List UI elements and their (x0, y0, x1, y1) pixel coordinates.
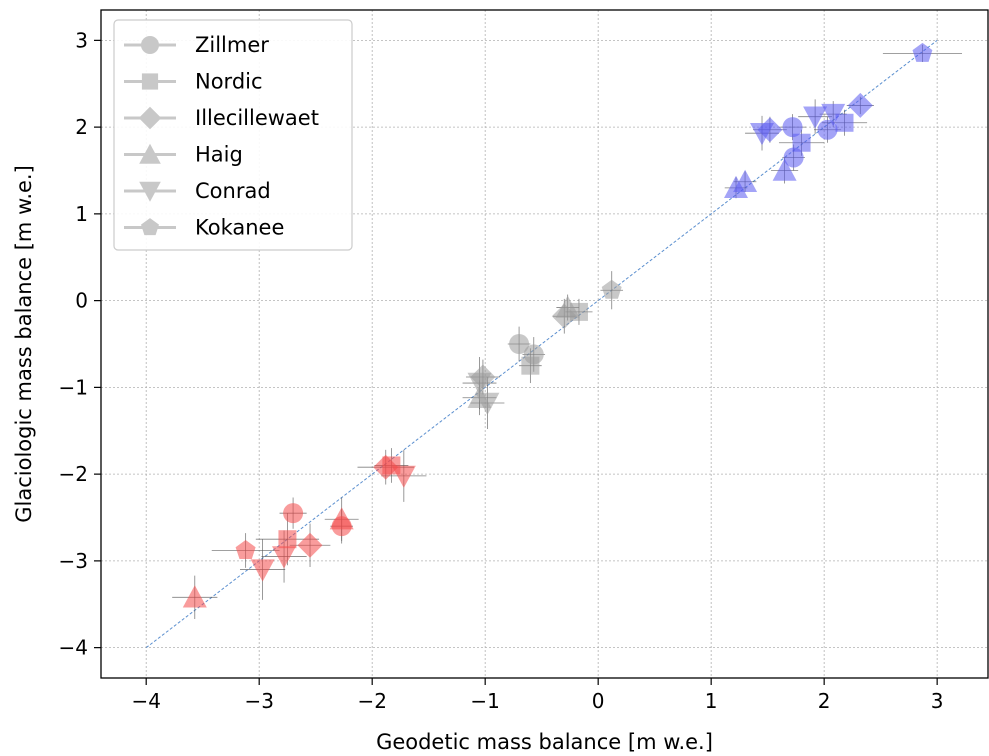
point-nordic-square (521, 356, 540, 375)
point-conrad-triangle-down (467, 372, 492, 395)
y-tick-label: −2 (59, 462, 88, 486)
legend-label: Conrad (195, 179, 271, 203)
point-zillmer-circle (283, 503, 304, 524)
point-haig-triangle-up (733, 169, 758, 192)
legend-entry-nordic: Nordic (124, 70, 263, 94)
x-axis-label: Geodetic mass balance [m w.e.] (376, 730, 713, 754)
y-tick-label: 2 (75, 115, 88, 139)
point-kokanee-pentagon (235, 540, 256, 559)
y-tick-label: 3 (75, 28, 88, 52)
x-tick-label: 0 (592, 689, 605, 713)
point-zillmer-circle (782, 117, 803, 138)
legend-label: Kokanee (195, 216, 284, 240)
point-nordic-square (835, 113, 854, 132)
point-illecillewaet-diamond (847, 92, 873, 118)
point-illecillewaet-diamond (373, 454, 399, 480)
y-tick-label: −3 (59, 549, 88, 573)
x-tick-label: −3 (244, 689, 273, 713)
x-tick-label: −4 (131, 689, 160, 713)
point-haig-triangle-up (555, 295, 580, 318)
data-markers (182, 42, 933, 608)
point-kokanee-pentagon (601, 279, 622, 299)
legend-entry-kokanee: Kokanee (124, 216, 284, 240)
y-tick-label: 1 (75, 202, 88, 226)
point-kokanee-pentagon (912, 42, 933, 62)
legend-marker-circle (141, 36, 159, 54)
y-axis-label: Glaciologic mass balance [m w.e.] (12, 165, 36, 523)
legend-label: Illecillewaet (195, 106, 319, 130)
legend-entry-zillmer: Zillmer (124, 33, 269, 57)
point-conrad-triangle-down (750, 123, 774, 146)
legend-label: Nordic (195, 70, 263, 94)
plot-frame (100, 9, 989, 679)
legend-entry-illecillewaet: Illecillewaet (124, 106, 319, 130)
y-tick-label: −4 (59, 636, 88, 660)
x-axis-ticks: −4 −3 −2 −1 0 1 2 3 (131, 678, 944, 713)
point-haig-triangle-up (329, 507, 354, 530)
legend-marker-triangle-up (139, 143, 161, 164)
legend-entry-conrad: Conrad (124, 179, 271, 203)
y-tick-label: −1 (59, 375, 88, 399)
x-tick-label: 1 (705, 689, 718, 713)
legend-marker-diamond (138, 106, 162, 130)
point-conrad-triangle-down (821, 103, 846, 127)
point-nordic-square (278, 530, 297, 549)
point-haig-triangle-up (772, 158, 797, 181)
legend-marker-triangle-down (139, 181, 161, 202)
legend-entry-haig: Haig (124, 143, 243, 167)
point-haig-triangle-up (182, 585, 207, 608)
point-nordic-square (792, 133, 811, 152)
legend-label: Zillmer (195, 33, 269, 57)
legend-label: Haig (195, 143, 243, 167)
x-tick-label: −2 (357, 689, 386, 713)
x-tick-label: 3 (931, 689, 944, 713)
legend: Zillmer Nordic Illecillewaet Haig Conrad Koka… (113, 19, 353, 251)
x-tick-label: 2 (818, 689, 831, 713)
y-tick-label: 0 (75, 289, 88, 313)
x-tick-label: −1 (470, 689, 499, 713)
point-conrad-triangle-down (475, 392, 500, 415)
legend-marker-pentagon (141, 218, 159, 236)
point-zillmer-circle (509, 334, 530, 354)
point-conrad-triangle-down (391, 465, 416, 488)
y-axis-ticks: −4 −3 −2 −1 0 1 2 3 (59, 28, 101, 660)
point-illecillewaet-diamond (297, 532, 323, 558)
point-conrad-triangle-down (803, 106, 828, 129)
point-conrad-triangle-down (250, 559, 275, 582)
point-zillmer-circle (783, 147, 804, 168)
legend-marker-square (141, 73, 159, 90)
point-conrad-triangle-down (272, 546, 296, 569)
